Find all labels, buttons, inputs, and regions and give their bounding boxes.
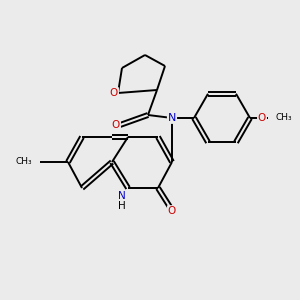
Text: O: O [258, 113, 266, 123]
Text: CH₃: CH₃ [276, 113, 292, 122]
Text: N: N [118, 191, 126, 201]
Text: O: O [110, 88, 118, 98]
Text: CH₃: CH₃ [15, 158, 32, 166]
Text: O: O [112, 120, 120, 130]
Text: O: O [168, 206, 176, 216]
Text: N: N [168, 113, 176, 123]
Text: H: H [118, 201, 126, 211]
